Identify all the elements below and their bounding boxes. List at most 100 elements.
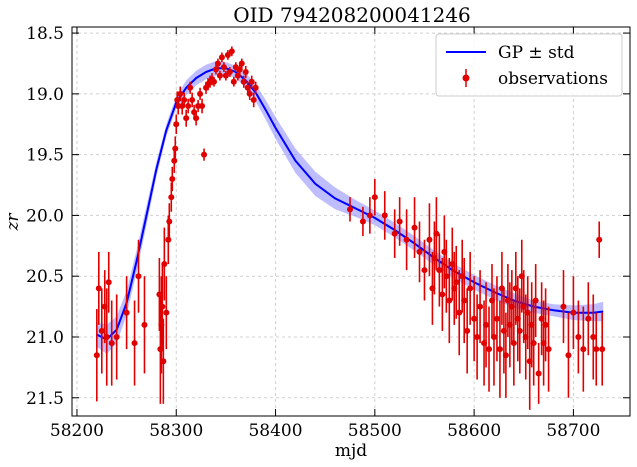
y-tick-label: 18.5 bbox=[26, 24, 64, 44]
observation-point bbox=[105, 279, 112, 286]
plot-frame bbox=[71, 26, 631, 417]
observation-point bbox=[496, 346, 503, 353]
observation-point bbox=[189, 96, 196, 103]
legend-obs-label: observations bbox=[498, 69, 608, 89]
observation-point bbox=[181, 96, 188, 103]
observation-point bbox=[530, 340, 537, 347]
observation-point bbox=[248, 78, 255, 85]
y-axis-label: zr bbox=[3, 213, 23, 232]
observation-point bbox=[161, 261, 168, 268]
observation-point bbox=[426, 236, 433, 243]
observation-point bbox=[439, 291, 446, 298]
observation-point bbox=[596, 236, 603, 243]
observation-point bbox=[471, 315, 478, 322]
observation-point bbox=[216, 72, 223, 79]
y-tick-label: 20.0 bbox=[26, 206, 64, 226]
observation-point bbox=[433, 230, 440, 237]
observation-point bbox=[477, 303, 484, 310]
observation-point bbox=[421, 267, 428, 274]
observation-point bbox=[166, 218, 173, 225]
observation-point bbox=[168, 194, 175, 201]
observation-point bbox=[486, 346, 493, 353]
observation-point bbox=[474, 333, 481, 340]
observation-point bbox=[570, 309, 577, 316]
observation-point bbox=[464, 327, 471, 334]
observation-point bbox=[98, 327, 105, 334]
observation-point bbox=[220, 64, 227, 71]
observation-point bbox=[201, 151, 208, 158]
x-axis-ticks: 58200 58300 58400 58500 58600 58700 bbox=[50, 27, 600, 441]
observation-point bbox=[197, 90, 204, 97]
observation-point bbox=[240, 78, 247, 85]
observation-point bbox=[252, 84, 259, 91]
observation-point bbox=[436, 267, 443, 274]
observation-point bbox=[250, 96, 257, 103]
observation-point bbox=[483, 321, 490, 328]
observation-point bbox=[214, 60, 221, 67]
y-tick-label: 19.0 bbox=[26, 85, 64, 105]
observation-point bbox=[359, 218, 366, 225]
plot-area bbox=[93, 46, 606, 410]
x-axis-label: mjd bbox=[335, 441, 367, 461]
observation-point bbox=[560, 303, 567, 310]
observation-point bbox=[545, 346, 552, 353]
chart-title: OID 794208200041246 bbox=[233, 3, 471, 27]
observation-point bbox=[159, 303, 166, 310]
observation-point bbox=[171, 157, 178, 164]
observation-point bbox=[177, 90, 184, 97]
observation-point bbox=[108, 340, 115, 347]
observation-point bbox=[443, 273, 450, 280]
observation-point bbox=[238, 60, 245, 67]
observation-point bbox=[218, 54, 225, 61]
observation-point bbox=[510, 340, 517, 347]
observation-point bbox=[246, 90, 253, 97]
observation-point bbox=[210, 78, 217, 85]
observation-point bbox=[347, 206, 354, 213]
legend: GP ± std observations bbox=[435, 33, 623, 97]
y-axis-ticks: 18.5 19.0 19.5 20.0 20.5 21.0 21.5 bbox=[26, 24, 630, 409]
legend-box bbox=[435, 33, 623, 97]
x-tick-label: 58600 bbox=[447, 421, 501, 441]
observations-group bbox=[93, 46, 606, 410]
observation-point bbox=[456, 309, 463, 316]
observation-point bbox=[226, 68, 233, 75]
observation-point bbox=[542, 321, 549, 328]
observation-point bbox=[461, 297, 468, 304]
observation-point bbox=[228, 48, 235, 55]
observation-point bbox=[169, 175, 176, 182]
observation-point bbox=[371, 194, 378, 201]
observation-point bbox=[222, 72, 229, 79]
x-tick-label: 58400 bbox=[248, 421, 302, 441]
observation-point bbox=[173, 121, 180, 128]
observation-point bbox=[123, 309, 130, 316]
observation-point bbox=[160, 358, 167, 365]
observation-point bbox=[396, 218, 403, 225]
observation-point bbox=[163, 309, 170, 316]
observation-point bbox=[193, 115, 200, 122]
observation-point bbox=[230, 78, 237, 85]
observation-point bbox=[391, 230, 398, 237]
observation-point bbox=[381, 212, 388, 219]
observation-point bbox=[183, 115, 190, 122]
observation-point bbox=[590, 333, 597, 340]
observation-point bbox=[172, 145, 179, 152]
y-tick-label: 21.5 bbox=[26, 389, 64, 409]
x-tick-label: 58200 bbox=[50, 421, 104, 441]
y-tick-label: 19.5 bbox=[26, 146, 64, 166]
x-tick-label: 58300 bbox=[149, 421, 203, 441]
observation-point bbox=[516, 327, 523, 334]
observation-point bbox=[467, 285, 474, 292]
observation-point bbox=[446, 297, 453, 304]
observation-point bbox=[135, 273, 142, 280]
observation-point bbox=[165, 236, 172, 243]
y-tick-label: 21.0 bbox=[26, 328, 64, 348]
observation-point bbox=[242, 68, 249, 75]
observation-point bbox=[593, 346, 600, 353]
observation-point bbox=[187, 84, 194, 91]
legend-gp-label: GP ± std bbox=[498, 43, 575, 63]
x-tick-label: 58700 bbox=[546, 421, 600, 441]
observation-point bbox=[535, 370, 542, 377]
y-tick-label: 20.5 bbox=[26, 267, 64, 287]
observation-point bbox=[580, 346, 587, 353]
